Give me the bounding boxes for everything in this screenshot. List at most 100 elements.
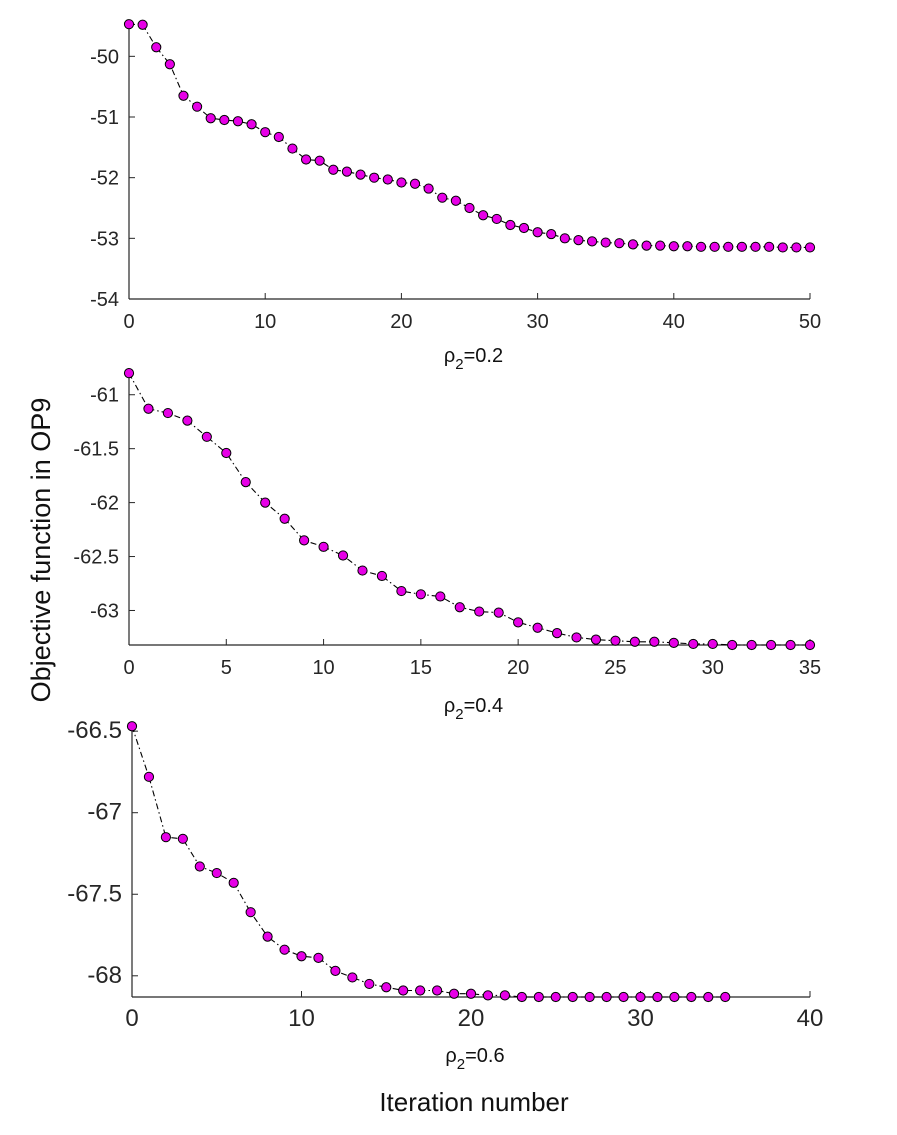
data-point xyxy=(205,113,216,124)
panel-rho-0.4: 0 5 10 15 20 25 30 35 -63 -62.5 -62 -61.5 -61 ρ2=0.4 xyxy=(73,368,821,723)
data-point xyxy=(355,169,366,180)
data-point xyxy=(546,228,557,240)
caption-symbol: ρ xyxy=(445,1045,456,1067)
data-point xyxy=(610,635,621,646)
data-point xyxy=(143,403,154,414)
y-tick-label: -67.5 xyxy=(67,880,122,907)
data-point xyxy=(703,991,714,1003)
panel-rho-0.2: 0 10 20 30 40 50 -54 -53 -52 -51 -50 ρ2=0.2 xyxy=(90,19,821,373)
data-point xyxy=(123,19,135,30)
data-point xyxy=(804,242,816,253)
data-point xyxy=(260,497,271,508)
x-tick-label: 10 xyxy=(288,1005,315,1032)
data-point xyxy=(601,991,612,1003)
data-point xyxy=(143,771,155,782)
data-point xyxy=(201,431,212,442)
x-tick-label: 5 xyxy=(221,657,232,679)
data-point xyxy=(357,565,368,576)
data-point xyxy=(232,116,244,127)
y-tick-label: -62 xyxy=(90,493,119,515)
data-point xyxy=(791,242,802,253)
data-point xyxy=(151,42,162,53)
x-tick-label: 0 xyxy=(123,311,134,333)
data-point xyxy=(454,602,465,613)
data-point xyxy=(655,240,666,251)
caption-subscript: 2 xyxy=(455,356,463,373)
data-point xyxy=(709,241,720,252)
x-tick-label: 15 xyxy=(410,657,432,679)
data-point xyxy=(123,368,135,379)
data-point xyxy=(192,101,203,112)
data-point xyxy=(382,174,393,185)
data-point xyxy=(313,952,324,963)
data-point xyxy=(126,721,138,732)
data-point xyxy=(178,90,189,101)
caption-eq: = xyxy=(464,695,476,717)
data-point xyxy=(437,192,448,203)
data-point xyxy=(533,991,544,1003)
data-point xyxy=(328,164,339,175)
data-point xyxy=(474,606,485,617)
data-point xyxy=(240,477,251,488)
data-point xyxy=(777,242,788,253)
data-point xyxy=(707,638,718,650)
data-point xyxy=(211,867,222,879)
data-point xyxy=(221,447,232,459)
caption-symbol: ρ xyxy=(444,345,455,367)
data-point xyxy=(164,59,175,70)
data-point xyxy=(273,131,284,143)
data-point xyxy=(318,541,329,552)
x-tick-label: 35 xyxy=(799,657,821,679)
caption-subscript: 2 xyxy=(457,1056,465,1073)
x-tick-label: 50 xyxy=(799,311,821,333)
data-point xyxy=(765,639,777,651)
caption-subscript: 2 xyxy=(455,706,463,723)
data-point xyxy=(299,535,310,546)
data-point xyxy=(432,985,443,996)
data-point xyxy=(409,178,421,189)
data-point xyxy=(194,861,205,872)
data-point xyxy=(369,172,380,183)
data-point xyxy=(584,991,595,1003)
data-point xyxy=(381,982,392,993)
data-point xyxy=(567,991,578,1003)
data-point xyxy=(586,236,598,247)
data-point xyxy=(228,877,239,888)
data-point xyxy=(618,991,629,1003)
data-point xyxy=(245,907,256,918)
data-point xyxy=(668,241,679,252)
x-axis-label: Iteration number xyxy=(379,1087,569,1117)
data-point xyxy=(376,570,388,582)
data-point xyxy=(600,237,611,248)
data-point xyxy=(750,241,761,252)
data-point xyxy=(532,622,543,633)
data-point xyxy=(746,639,757,651)
series-line xyxy=(128,372,810,646)
data-point xyxy=(450,195,461,206)
x-tick-label: 0 xyxy=(125,1005,138,1032)
y-tick-label: -61.5 xyxy=(73,439,119,461)
data-point xyxy=(513,617,524,628)
caption-eq: = xyxy=(464,345,476,367)
data-point xyxy=(516,991,527,1003)
data-point xyxy=(341,166,353,177)
data-point xyxy=(635,991,646,1003)
caption-value: 0.6 xyxy=(477,1045,505,1067)
data-point xyxy=(182,415,193,426)
data-point xyxy=(435,591,446,602)
data-point xyxy=(551,628,563,639)
x-tick-label: 30 xyxy=(702,657,724,679)
data-point xyxy=(137,19,148,30)
data-point xyxy=(448,988,460,999)
series-line xyxy=(128,23,810,248)
caption-symbol: ρ xyxy=(444,695,455,717)
data-point xyxy=(641,240,652,251)
y-tick-label: -62.5 xyxy=(73,547,119,569)
x-tick-label: 20 xyxy=(390,311,412,333)
data-point xyxy=(727,639,738,651)
x-tick-label: 30 xyxy=(627,1005,654,1032)
data-point xyxy=(347,972,358,983)
data-point xyxy=(668,637,679,648)
data-point xyxy=(785,639,796,651)
